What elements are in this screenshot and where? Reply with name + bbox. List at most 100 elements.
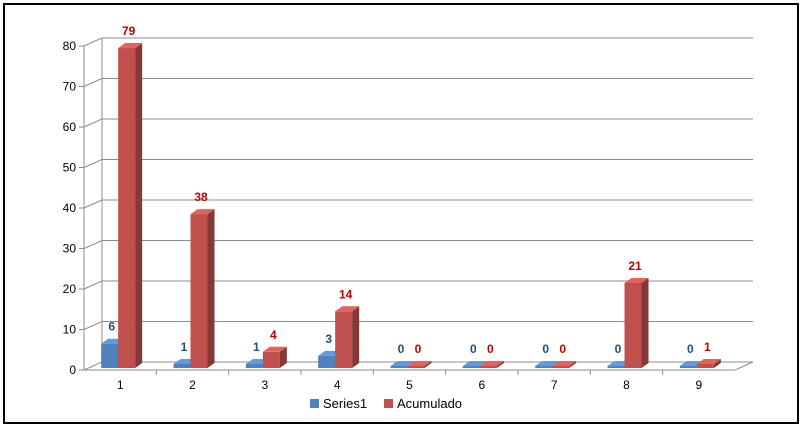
bar-front xyxy=(679,366,697,368)
gridline-side xyxy=(83,37,103,47)
legend-swatch-acumulado xyxy=(384,399,393,408)
bar-front xyxy=(552,366,570,368)
data-label-series1: 0 xyxy=(615,342,622,356)
gridline-side xyxy=(83,361,103,371)
gridline-side xyxy=(83,159,103,168)
x-tick-label: 8 xyxy=(623,378,630,392)
y-tick-label: 60 xyxy=(63,120,77,134)
bar-side xyxy=(569,361,577,368)
legend: Series1 Acumulado xyxy=(310,396,462,411)
gridline-side xyxy=(83,78,103,87)
data-label-acumulado: 1 xyxy=(704,340,711,354)
bar-front xyxy=(479,366,497,368)
bar-front xyxy=(335,311,353,368)
data-label-acumulado: 0 xyxy=(487,342,494,356)
data-label-acumulado: 0 xyxy=(415,342,422,356)
bar-top xyxy=(535,361,560,366)
bar-top xyxy=(118,43,143,49)
bar-top xyxy=(407,361,432,366)
x-tick-label: 3 xyxy=(261,378,268,392)
bar-top xyxy=(262,346,287,352)
bar-acumulado xyxy=(335,306,360,368)
data-label-series1: 6 xyxy=(108,320,115,334)
y-tick-label: 70 xyxy=(63,80,77,94)
bar-acumulado xyxy=(696,358,721,368)
bar-side xyxy=(207,209,215,368)
bar-top xyxy=(624,277,649,283)
bar-front xyxy=(535,366,553,368)
bar-front xyxy=(390,366,408,368)
y-tick-label: 50 xyxy=(63,161,77,175)
gridlines xyxy=(83,37,753,371)
bar-top xyxy=(552,361,577,366)
y-tick-label: 10 xyxy=(63,323,77,337)
legend-swatch-series1 xyxy=(310,399,319,408)
bar-front xyxy=(118,48,136,369)
bar-side xyxy=(496,361,504,368)
bars xyxy=(101,43,721,369)
x-tick-label: 9 xyxy=(695,378,702,392)
data-label-series1: 3 xyxy=(325,332,332,346)
bar-top xyxy=(462,361,487,366)
bar-top xyxy=(479,361,504,366)
bar-front xyxy=(262,351,280,368)
data-label-acumulado: 4 xyxy=(270,328,277,342)
data-label-acumulado: 79 xyxy=(122,24,136,38)
x-tick-label: 1 xyxy=(117,378,124,392)
data-label-series1: 1 xyxy=(253,340,260,354)
bar-front xyxy=(407,366,425,368)
bar-acumulado xyxy=(552,361,577,368)
bar-front xyxy=(624,282,642,368)
gridline-side xyxy=(83,240,103,249)
bar-front xyxy=(173,363,191,368)
y-tick-label: 0 xyxy=(69,363,76,377)
y-tick-label: 20 xyxy=(63,282,77,296)
bar-front xyxy=(190,214,208,368)
data-label-acumulado: 0 xyxy=(559,342,566,356)
y-tick-label: 30 xyxy=(63,242,77,256)
bar-side xyxy=(641,277,649,368)
x-tick-label: 5 xyxy=(406,378,413,392)
data-label-series1: 0 xyxy=(542,342,549,356)
chart-frame: 0 10 20 30 40 50 60 70 80 1 2 3 4 5 6 7 8 9 6 79 1 38 1 4 3 14 0 0 0… xyxy=(3,3,799,424)
gridline-side xyxy=(83,118,103,128)
bar-front xyxy=(101,343,119,368)
bar-acumulado xyxy=(624,277,649,368)
gridline-side xyxy=(83,199,103,209)
bar-top xyxy=(390,361,415,366)
bar-acumulado xyxy=(407,361,432,368)
bar-top xyxy=(190,209,215,215)
bar-top xyxy=(696,358,721,364)
legend-label-acumulado: Acumulado xyxy=(397,396,462,411)
data-label-series1: 0 xyxy=(398,342,405,356)
bar-acumulado xyxy=(118,43,143,369)
bar-front xyxy=(607,366,625,368)
y-tick-label: 80 xyxy=(63,39,77,53)
bar-side xyxy=(352,306,360,368)
x-tick-label: 6 xyxy=(478,378,485,392)
bar-top xyxy=(335,306,360,312)
data-label-acumulado: 21 xyxy=(628,259,642,273)
bar-front xyxy=(462,366,480,368)
data-label-acumulado: 14 xyxy=(339,287,353,301)
bar-side xyxy=(713,358,721,368)
bar-front xyxy=(318,355,336,368)
data-label-acumulado: 38 xyxy=(194,190,208,204)
x-tick-label: 2 xyxy=(189,378,196,392)
bar-side xyxy=(279,346,287,368)
x-tick-label: 7 xyxy=(551,378,558,392)
data-label-series1: 0 xyxy=(687,342,694,356)
bar-side xyxy=(135,43,143,369)
bar-acumulado xyxy=(479,361,504,368)
bar-front xyxy=(696,363,714,368)
gridline-side xyxy=(83,321,103,330)
bar-acumulado xyxy=(190,209,215,368)
legend-label-series1: Series1 xyxy=(323,396,367,411)
bar-acumulado xyxy=(262,346,287,368)
y-tick-label: 40 xyxy=(63,201,77,215)
x-tick-label: 4 xyxy=(334,378,341,392)
data-label-series1: 0 xyxy=(470,342,477,356)
bar-front xyxy=(245,363,263,368)
